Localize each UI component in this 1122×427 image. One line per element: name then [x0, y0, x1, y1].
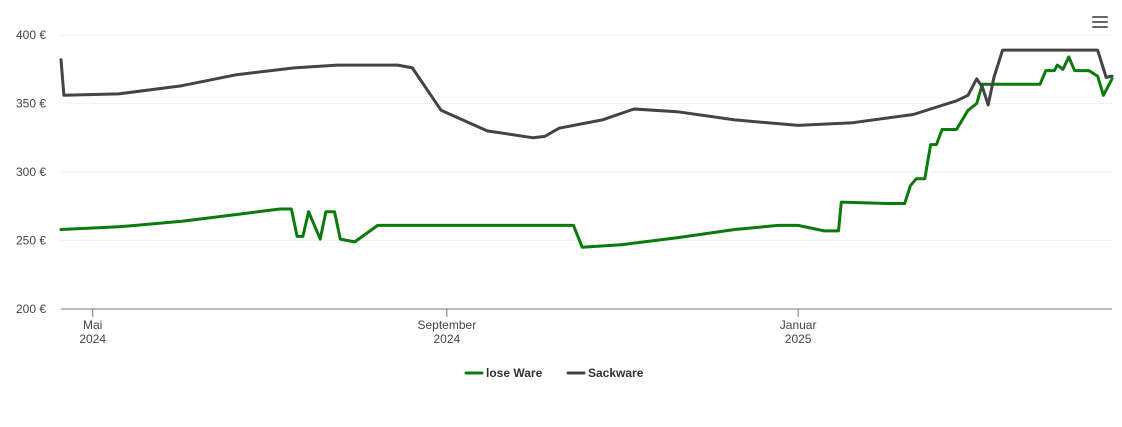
x-tick-label-month: September [417, 318, 476, 332]
y-tick-label: 300 € [16, 165, 46, 179]
legend-item-0[interactable]: lose Ware [464, 366, 543, 380]
y-tick-label: 400 € [16, 28, 46, 42]
series-line-1[interactable] [59, 48, 1114, 140]
series-line-0[interactable] [59, 55, 1114, 249]
y-tick-label: 200 € [16, 302, 46, 316]
grid-lines [61, 34, 1112, 241]
y-tick-label: 350 € [16, 97, 46, 111]
legend-label: Sackware [588, 366, 644, 380]
legend-label: lose Ware [486, 366, 543, 380]
y-tick-label: 250 € [16, 234, 46, 248]
x-tick-label-month: Mai [83, 318, 102, 332]
x-tick-label-year: 2024 [79, 332, 106, 346]
series-lines [59, 48, 1114, 249]
y-axis-ticks: 200 € 250 € 300 € 350 € 400 € [16, 28, 46, 316]
x-tick-label-year: 2025 [785, 332, 812, 346]
x-tick-label-month: Januar [780, 318, 817, 332]
chart-menu-icon[interactable] [1086, 10, 1114, 34]
legend-item-1[interactable]: Sackware [566, 366, 644, 380]
x-tick-label-year: 2024 [433, 332, 460, 346]
legend: lose Ware Sackware [464, 366, 644, 380]
